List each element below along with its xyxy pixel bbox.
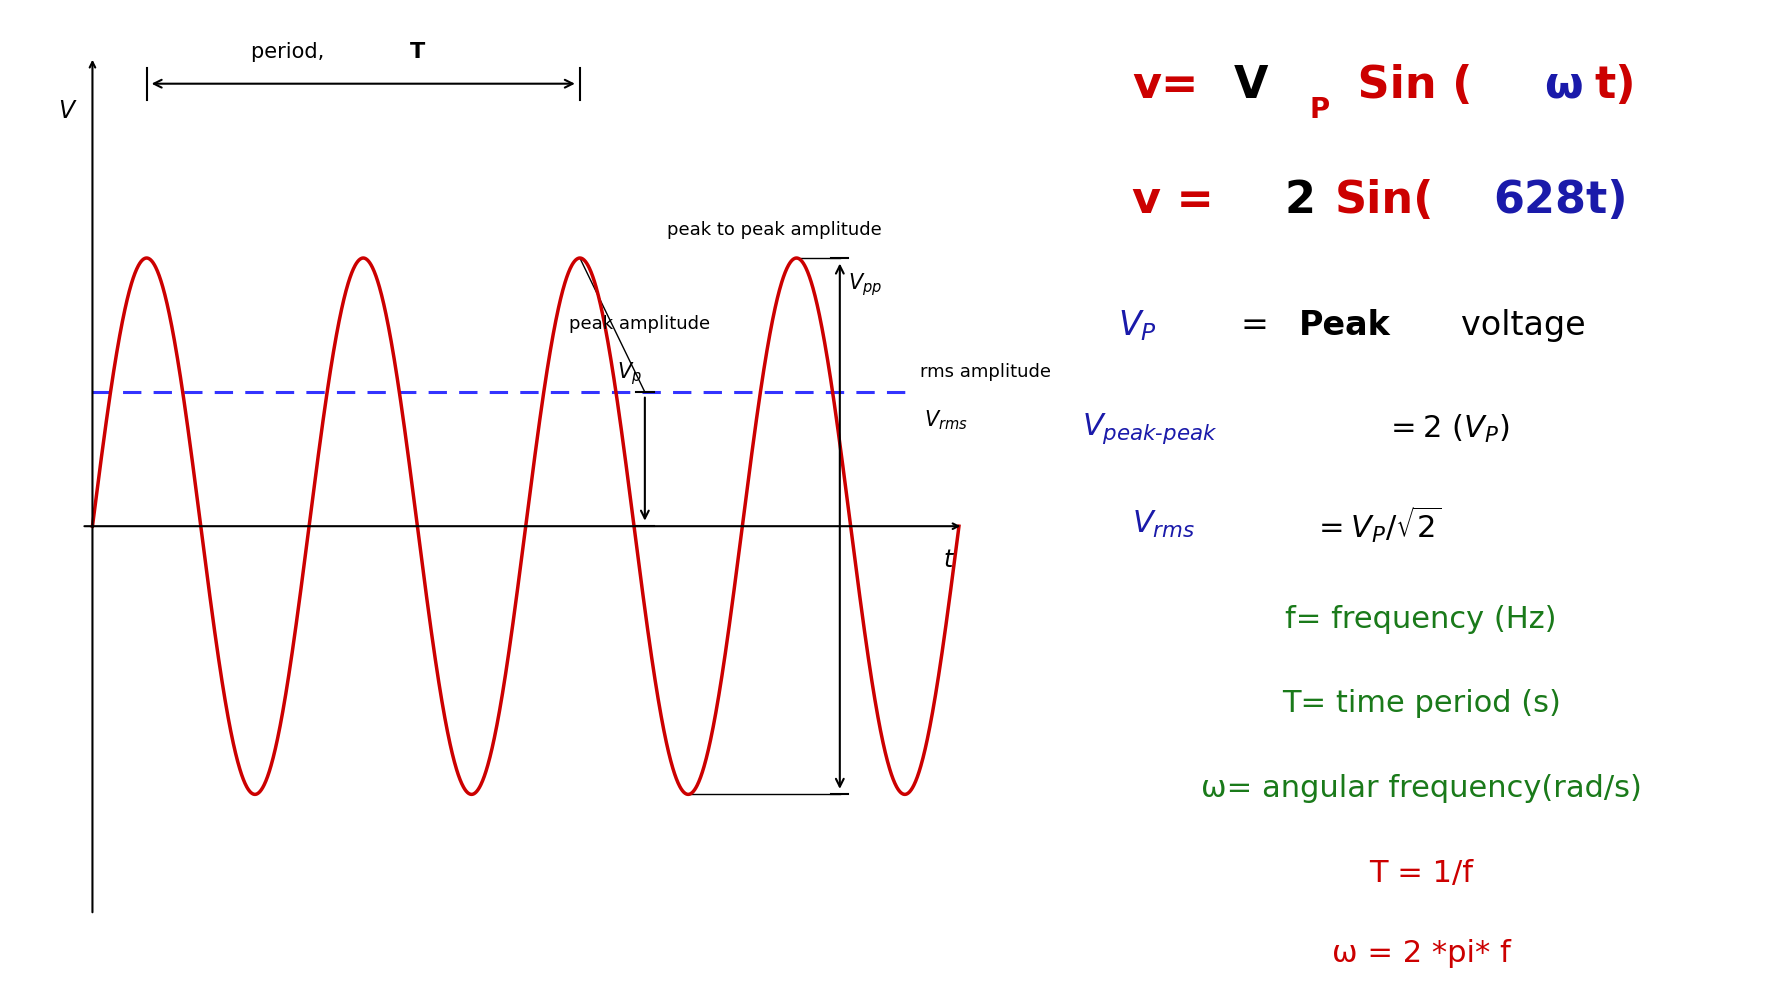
Text: Peak: Peak — [1299, 310, 1390, 342]
Text: v =: v = — [1133, 179, 1230, 221]
Text: $V_P$: $V_P$ — [1117, 309, 1157, 343]
Text: period,: period, — [251, 42, 331, 62]
Text: P: P — [1310, 96, 1329, 124]
Text: 2: 2 — [1285, 179, 1315, 221]
Text: voltage: voltage — [1461, 310, 1586, 342]
Text: $V_p$: $V_p$ — [617, 360, 642, 387]
Text: peak to peak amplitude: peak to peak amplitude — [666, 221, 882, 239]
Text: T= time period (s): T= time period (s) — [1281, 689, 1561, 717]
Text: ω: ω — [1543, 64, 1582, 106]
Text: f= frequency (Hz): f= frequency (Hz) — [1285, 605, 1557, 633]
Text: t: t — [944, 548, 953, 572]
Text: 628t): 628t) — [1493, 179, 1629, 221]
Text: ω = 2 *pi* f: ω = 2 *pi* f — [1331, 940, 1511, 968]
Text: peak amplitude: peak amplitude — [568, 315, 711, 333]
Text: T = 1/f: T = 1/f — [1369, 860, 1474, 888]
Text: $V_{rms}$: $V_{rms}$ — [925, 408, 968, 432]
Text: $V_{peak\text{-}peak}$: $V_{peak\text{-}peak}$ — [1082, 412, 1217, 446]
Text: $V_{pp}$: $V_{pp}$ — [848, 272, 882, 299]
Text: Sin (: Sin ( — [1342, 64, 1472, 106]
Text: ω= angular frequency(rad/s): ω= angular frequency(rad/s) — [1201, 775, 1641, 803]
Text: =: = — [1240, 310, 1279, 342]
Text: T: T — [410, 42, 426, 62]
Text: $= 2\ (V_P)$: $= 2\ (V_P)$ — [1385, 413, 1509, 445]
Text: Sin(: Sin( — [1335, 179, 1435, 221]
Text: $V_{rms}$: $V_{rms}$ — [1133, 508, 1196, 540]
Text: V: V — [59, 98, 75, 122]
Text: v=: v= — [1133, 64, 1199, 106]
Text: t): t) — [1595, 64, 1636, 106]
Text: V: V — [1233, 64, 1269, 106]
Text: rms amplitude: rms amplitude — [920, 364, 1051, 382]
Text: $= V_P/\sqrt{2}$: $= V_P/\sqrt{2}$ — [1313, 504, 1442, 544]
